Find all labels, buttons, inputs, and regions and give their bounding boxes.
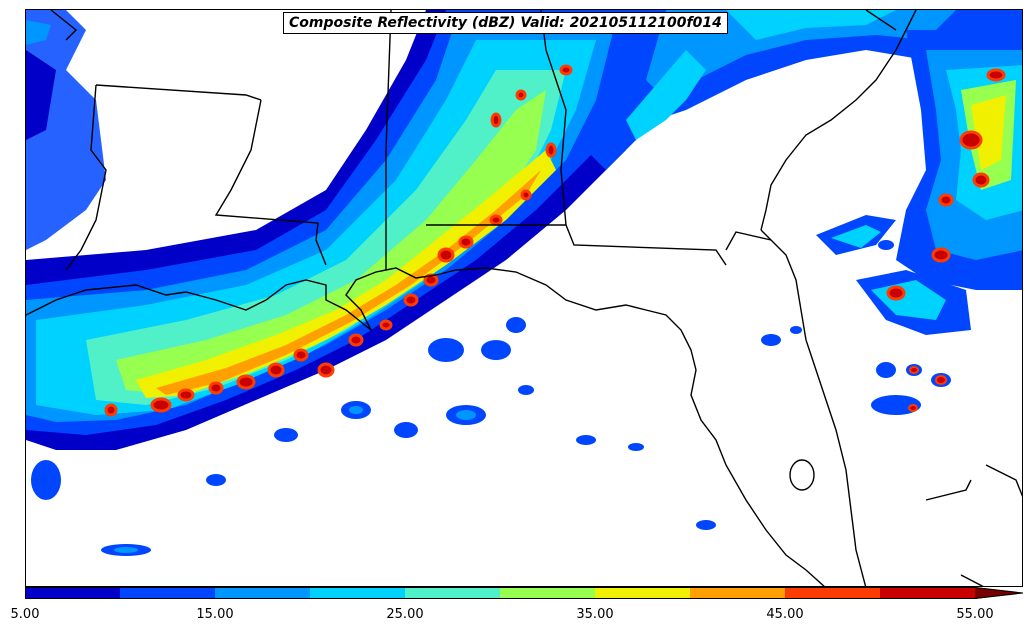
colorbar-extend-arrow: [975, 587, 1023, 599]
colorbar-bin: [120, 587, 215, 599]
colorbar-bin: [25, 587, 120, 599]
colorbar-bin: [405, 587, 500, 599]
colorbar-outline: [25, 587, 1024, 599]
map-title: Composite Reflectivity (dBZ) Valid: 2021…: [283, 12, 728, 34]
map-panel: [25, 9, 1023, 587]
colorbar-tick-label: 45.00: [766, 607, 804, 622]
colorbar-bin: [690, 587, 785, 599]
colorbar: [25, 587, 1024, 599]
colorbar-bin: [215, 587, 310, 599]
geographic-borders: [26, 10, 1022, 586]
reflectivity-map: [26, 10, 1022, 586]
colorbar-bin: [595, 587, 690, 599]
colorbar-bin: [785, 587, 880, 599]
colorbar-bin: [310, 587, 405, 599]
colorbar-tick-label: 5.00: [10, 607, 40, 622]
colorbar-tick-label: 25.00: [386, 607, 424, 622]
colorbar-tick-label: 35.00: [576, 607, 614, 622]
convective-line: [136, 150, 556, 398]
colorbar-bin: [500, 587, 595, 599]
reflectivity-field: [26, 10, 1022, 556]
colorbar-tick-label: 55.00: [956, 607, 994, 622]
colorbar-bin: [880, 587, 975, 599]
colorbar-tick-label: 15.00: [196, 607, 234, 622]
